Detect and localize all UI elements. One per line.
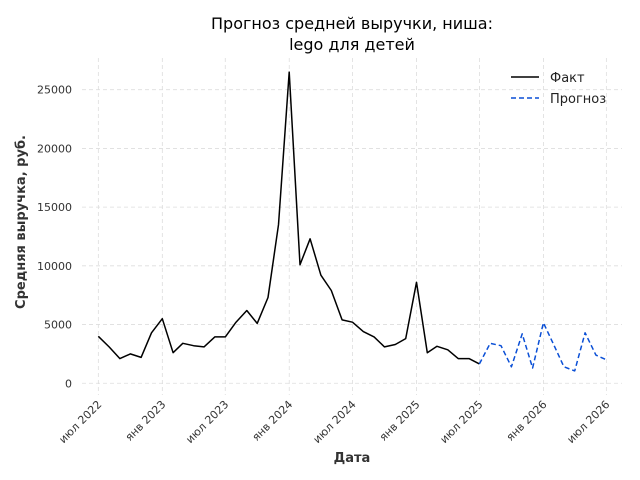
x-tick-label: янв 2023 bbox=[123, 398, 169, 444]
y-tick-label: 15000 bbox=[37, 201, 72, 214]
x-tick-label: янв 2026 bbox=[504, 398, 550, 444]
y-tick-label: 10000 bbox=[37, 260, 72, 273]
x-tick-label: июл 2022 bbox=[56, 398, 104, 446]
legend-forecast-label: Прогноз bbox=[550, 92, 606, 107]
chart-title-line-2: lego для детей bbox=[289, 35, 415, 54]
x-tick-label: июл 2026 bbox=[564, 398, 612, 446]
y-tick-label: 20000 bbox=[37, 142, 72, 155]
y-tick-label: 0 bbox=[65, 377, 72, 390]
y-tick-label: 25000 bbox=[37, 84, 72, 97]
x-tick-label: июл 2023 bbox=[183, 398, 231, 446]
y-tick-label: 5000 bbox=[44, 319, 72, 332]
legend-fact-label: Факт bbox=[550, 71, 585, 86]
y-axis-label: Средняя выручка, руб. bbox=[14, 135, 29, 309]
series-forecast-line bbox=[478, 322, 607, 372]
series-lines bbox=[97, 71, 607, 372]
x-axis-ticks: июл 2022 янв 2023 июл 2023 янв 2024 июл 2024… bbox=[56, 398, 612, 446]
x-tick-label: янв 2025 bbox=[377, 398, 423, 444]
x-axis-label: Дата bbox=[334, 451, 371, 466]
x-tick-label: июл 2024 bbox=[311, 398, 359, 446]
x-tick-label: июл 2025 bbox=[438, 398, 486, 446]
legend: Факт Прогноз bbox=[511, 71, 606, 107]
chart-title-line-1: Прогноз средней выручки, ниша: bbox=[211, 14, 493, 33]
grid bbox=[82, 58, 622, 395]
y-axis-ticks: 0 5000 10000 15000 20000 25000 bbox=[37, 84, 72, 391]
x-tick-label: янв 2024 bbox=[250, 398, 296, 444]
series-fact-line bbox=[97, 71, 480, 365]
